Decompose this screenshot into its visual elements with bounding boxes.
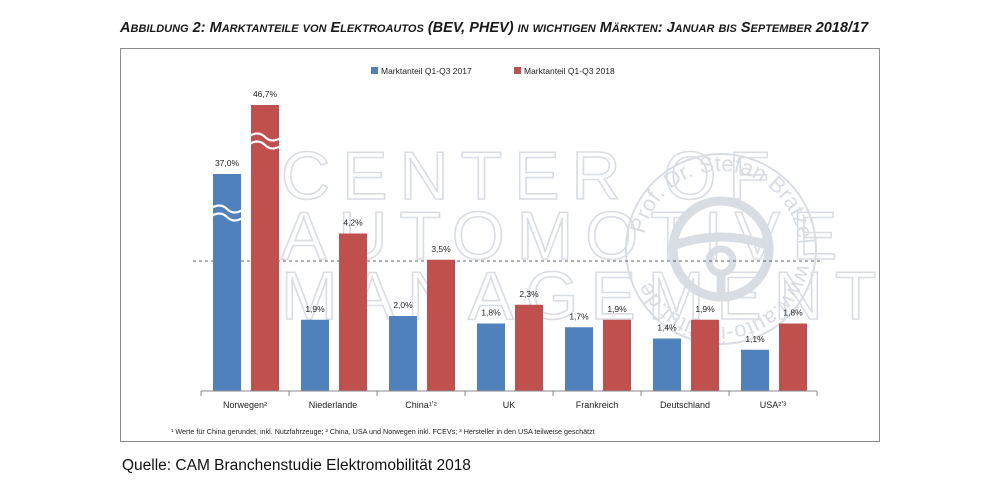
data-label: 37,0% [215,158,240,168]
category-label: Norwegen² [223,400,267,410]
data-label: 1,9% [695,304,715,314]
axis-break-mark [209,204,245,214]
bar-2018 [251,105,279,391]
data-label: 46,7% [253,89,278,99]
data-label: 4,2% [343,218,363,228]
bar-2017 [653,338,681,391]
legend-swatch [371,67,378,74]
axis-break-mark [247,132,283,142]
category-label: Niederlande [309,400,358,410]
category-label: Deutschland [660,400,710,410]
bar-2017 [741,349,769,391]
data-label: 3,5% [431,244,451,254]
data-label: 1,9% [607,304,627,314]
legend-swatch [514,67,521,74]
bar-2017 [477,323,505,391]
data-label: 1,8% [481,308,501,318]
bar-2018 [779,323,807,391]
bar-2017 [301,319,329,391]
legend: Marktanteil Q1-Q3 2017 Marktanteil Q1-Q3 … [371,66,615,76]
bar-2017 [565,327,593,391]
chart-footnote: ¹ Werte für China gerundet, inkl. Nutzfa… [171,427,595,436]
data-label: 1,4% [657,323,677,333]
bar-2018 [427,259,455,391]
legend-label: Marktanteil Q1-Q3 2017 [381,66,472,76]
data-label: 2,0% [393,300,413,310]
watermark-line: MANAGEMENT [281,258,879,334]
source-note: Quelle: CAM Branchenstudie Elektromobili… [122,457,471,474]
category-label: USA²ʼ³ [760,400,787,410]
bar-2018 [691,319,719,391]
seal-ring [625,153,817,345]
data-label: 1,7% [569,311,589,321]
chart-frame: CENTER OF AUTOMOTIVE MANAGEMENT Prof. Dr. S… [120,48,880,442]
data-label: 2,3% [519,289,539,299]
category-label: UK [503,400,516,410]
watermark-line: CENTER OF [281,138,782,214]
axis-break-mark [247,140,283,150]
legend-label: Marktanteil Q1-Q3 2018 [524,66,615,76]
axis-break-mark [209,212,245,222]
bar-2018 [515,304,543,391]
category-label: Frankreich [576,400,619,410]
data-label: 1,9% [305,304,325,314]
bar-2017 [389,316,417,391]
category-label: China¹ʼ² [405,400,437,410]
data-label: 1,1% [745,334,765,344]
figure-title: ABBILDUNG 2: MARKTANTEILE VON ELEKTROAUT… [120,20,869,36]
bar-2018 [603,319,631,391]
bar-2018 [339,233,367,391]
data-label: 1,8% [783,308,803,318]
